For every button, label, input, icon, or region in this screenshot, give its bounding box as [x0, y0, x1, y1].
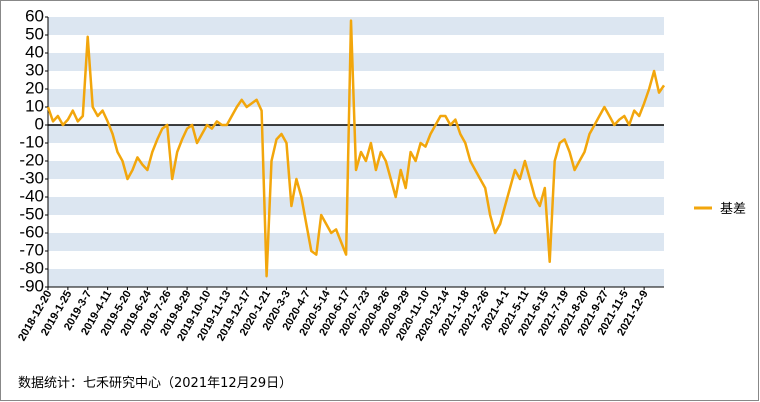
y-tick-label: -50 [19, 204, 44, 223]
y-tick-label: 10 [25, 96, 44, 115]
source-note: 数据统计：七禾研究中心（2021年12月29日） [18, 376, 292, 391]
band [48, 53, 664, 71]
y-tick-label: 50 [25, 24, 44, 43]
y-tick-label: -80 [19, 258, 44, 277]
y-tick-label: 0 [35, 114, 44, 133]
legend-label: 基差 [720, 202, 746, 217]
band [48, 269, 664, 287]
band [48, 197, 664, 215]
y-tick-label: -30 [19, 168, 44, 187]
y-tick-label: -40 [19, 186, 44, 205]
y-tick-label: -90 [19, 276, 44, 295]
y-tick-label: 60 [25, 6, 44, 25]
band [48, 17, 664, 35]
band [48, 89, 664, 107]
y-tick-label: -20 [19, 150, 44, 169]
y-tick-label: -70 [19, 240, 44, 259]
y-tick-label: -10 [19, 132, 44, 151]
band [48, 233, 664, 251]
series-line [46, 19, 666, 278]
y-tick-label: 40 [25, 42, 44, 61]
y-tick-label: 30 [25, 60, 44, 79]
y-tick-label: -60 [19, 222, 44, 241]
y-tick-label: 20 [25, 78, 44, 97]
